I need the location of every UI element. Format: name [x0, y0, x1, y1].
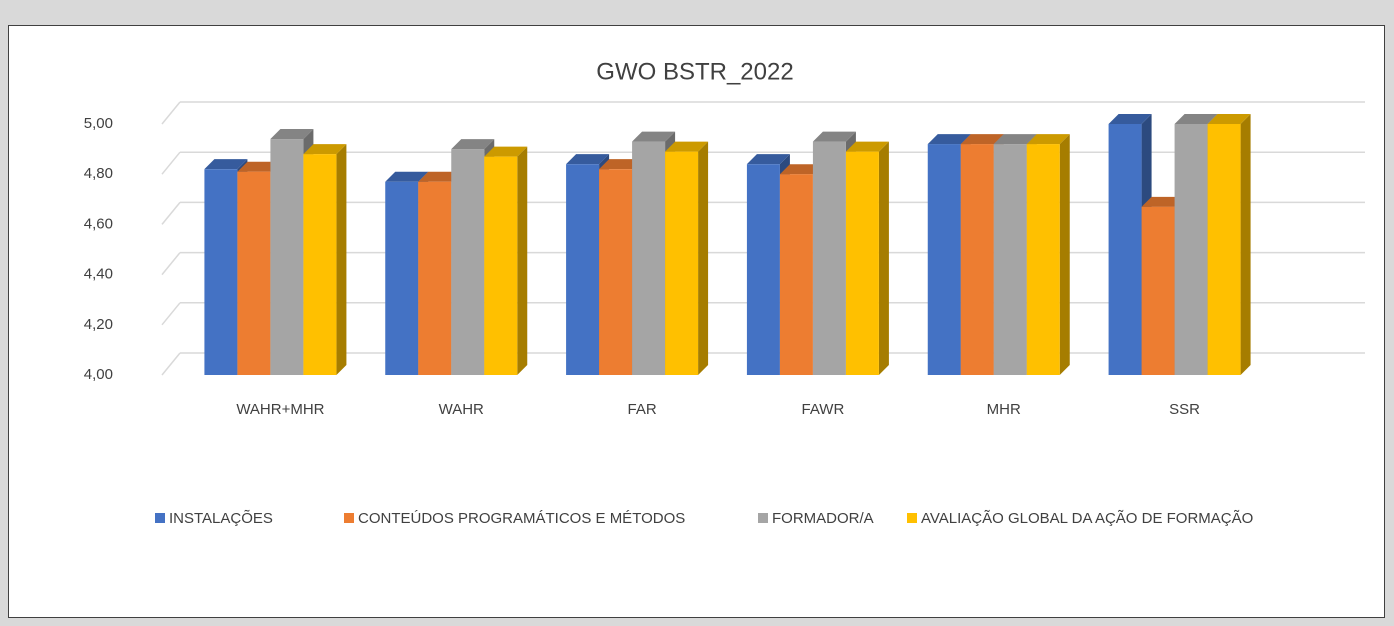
- x-tick-label: WAHR: [439, 401, 484, 418]
- bar-side: [336, 144, 347, 375]
- grid-line: [161, 201, 181, 225]
- bar: [812, 141, 846, 375]
- bar: [1174, 124, 1208, 375]
- legend-swatch: [907, 513, 917, 523]
- bar: [779, 174, 813, 375]
- bar-side: [878, 141, 889, 375]
- x-tick-label: MHR: [987, 401, 1021, 418]
- legend-swatch: [155, 513, 165, 523]
- bar-top: [1108, 114, 1152, 124]
- bar: [270, 139, 304, 375]
- bar-side: [1240, 114, 1251, 375]
- legend-label: FORMADOR/A: [772, 510, 874, 527]
- bar-top: [812, 131, 856, 142]
- bar: [599, 169, 633, 375]
- y-tick-label: 4,00: [84, 366, 113, 383]
- grid-line: [161, 302, 181, 326]
- grid-line: [161, 151, 181, 175]
- y-tick-label: 4,80: [84, 165, 113, 182]
- bar: [746, 164, 780, 375]
- x-tick-label: FAR: [627, 401, 656, 418]
- bar-top: [566, 154, 610, 165]
- legend-label: AVALIAÇÃO GLOBAL DA AÇÃO DE FORMAÇÃO: [921, 510, 1253, 527]
- bar-top: [1026, 134, 1070, 145]
- bar-top: [451, 139, 495, 150]
- bar: [1026, 144, 1060, 375]
- bar-top: [632, 131, 676, 142]
- bar: [418, 181, 452, 375]
- bar-top: [746, 154, 790, 165]
- legend-label: CONTEÚDOS PROGRAMÁTICOS E MÉTODOS: [358, 510, 685, 527]
- bar-top: [1141, 196, 1185, 207]
- bar-top: [665, 141, 709, 152]
- bar: [1207, 124, 1241, 375]
- x-tick-label: WAHR+MHR: [236, 401, 324, 418]
- bar-top: [845, 141, 889, 152]
- bar-top: [1207, 114, 1251, 124]
- bar: [451, 149, 485, 375]
- bar: [484, 156, 518, 375]
- bar-side: [698, 141, 709, 375]
- bar-top: [599, 159, 643, 170]
- bar-top: [960, 134, 1004, 145]
- legend-label: INSTALAÇÕES: [169, 510, 273, 527]
- bar-side: [517, 146, 528, 375]
- bar: [665, 151, 699, 375]
- bar-top: [993, 134, 1037, 145]
- bar: [566, 164, 600, 375]
- bar: [1141, 206, 1175, 375]
- bar: [927, 144, 961, 375]
- bar: [303, 154, 337, 375]
- y-tick-label: 4,20: [84, 316, 113, 333]
- chart-title: GWO BSTR_2022: [596, 58, 793, 85]
- bar-top: [484, 146, 528, 157]
- bar: [385, 181, 419, 375]
- x-tick-label: FAWR: [802, 401, 845, 418]
- bar-top: [303, 144, 347, 155]
- bar-top: [270, 129, 314, 140]
- grid-line: [161, 352, 181, 376]
- bar-top: [385, 171, 429, 182]
- bar-top: [1174, 114, 1218, 124]
- bar: [993, 144, 1027, 375]
- y-tick-label: 4,40: [84, 266, 113, 283]
- bar-top: [204, 159, 248, 170]
- grid-line: [161, 252, 181, 276]
- bar: [960, 144, 994, 375]
- y-tick-label: 4,60: [84, 215, 113, 232]
- bar: [237, 171, 271, 375]
- grid-line: [161, 101, 181, 125]
- bar: [632, 141, 666, 375]
- x-tick-label: SSR: [1169, 401, 1200, 418]
- legend-swatch: [344, 513, 354, 523]
- bar-top: [779, 164, 823, 175]
- bar: [204, 169, 238, 375]
- bar: [1108, 124, 1142, 375]
- bar-top: [927, 134, 971, 145]
- bar-top: [237, 161, 281, 172]
- bar-top: [418, 171, 462, 182]
- y-tick-label: 5,00: [84, 115, 113, 132]
- bar: [845, 151, 879, 375]
- bar-side: [1059, 134, 1070, 375]
- legend-swatch: [758, 513, 768, 523]
